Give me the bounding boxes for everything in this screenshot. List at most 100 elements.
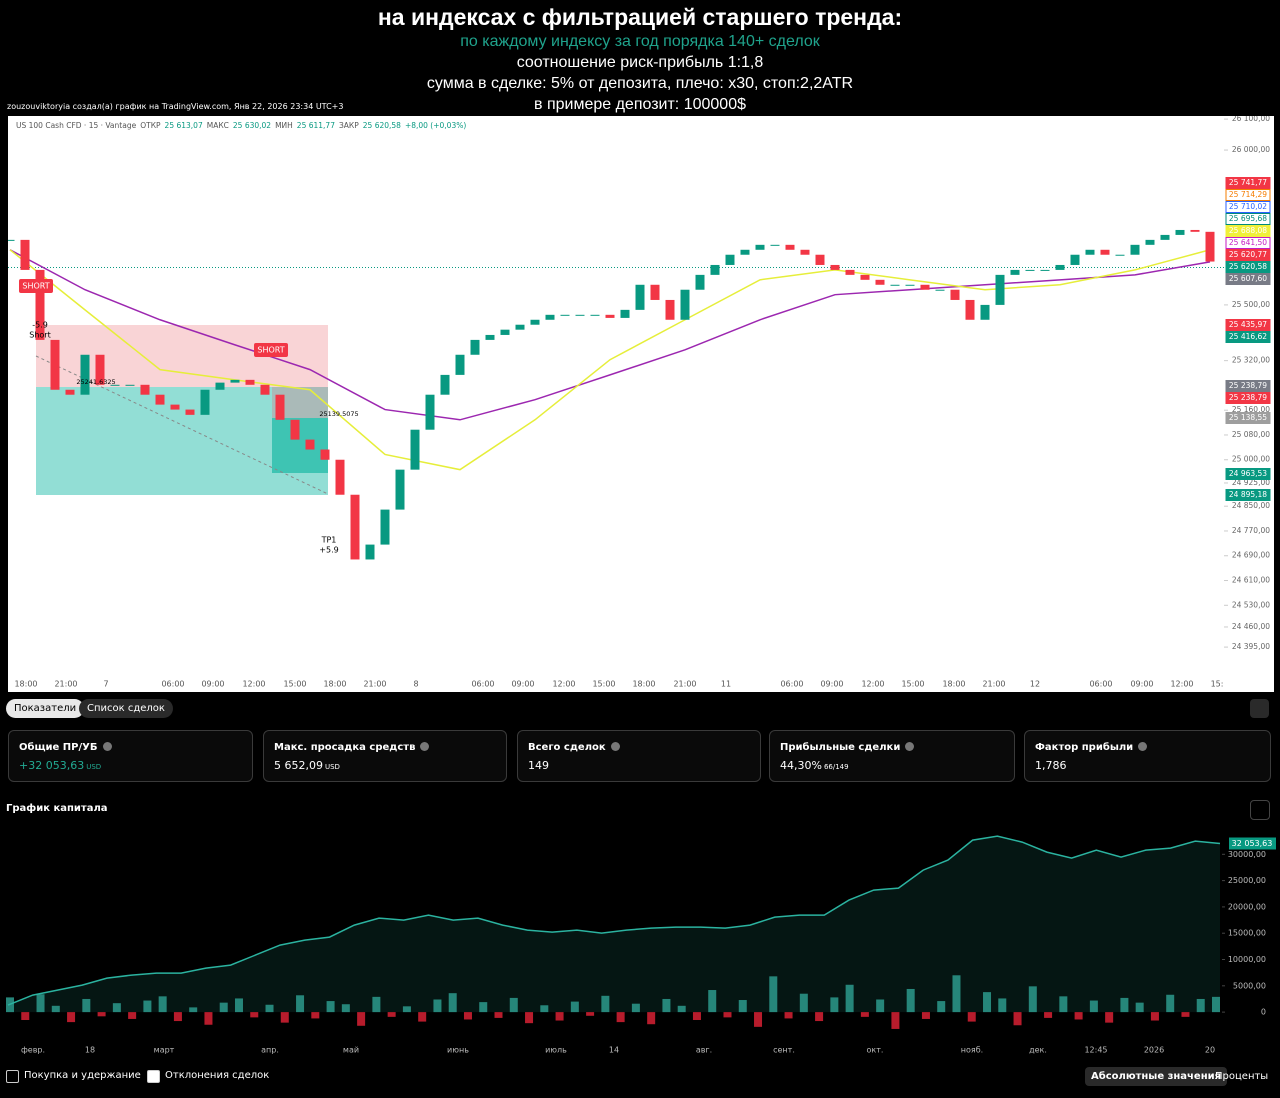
candle [890, 284, 900, 286]
annotation: +5.9 [319, 546, 338, 555]
candle [80, 354, 90, 395]
y-tick-label: 24 395,00 [1232, 642, 1270, 651]
legend: US 100 Cash CFD · 15 · Vantage ОТКР 25 613… [16, 121, 466, 130]
candle [920, 284, 930, 290]
price-tag-label: 24 895,18 [1229, 490, 1267, 499]
trade-bar [540, 1005, 549, 1013]
x-tick-label: 18 [85, 1046, 95, 1055]
x-tick-label: 09:00 [201, 680, 224, 689]
tab[interactable]: Список сделок [79, 699, 173, 718]
card-value-text: 5 652,09 [274, 759, 323, 772]
card-value-text: 1,786 [1035, 759, 1067, 772]
trade-bar [1181, 1012, 1190, 1017]
y-tick-label: 25 000,00 [1232, 455, 1270, 464]
candle [1040, 269, 1050, 271]
card-title-text: Всего сделок [528, 742, 606, 753]
candle [155, 394, 165, 405]
checkbox[interactable] [6, 1070, 19, 1083]
price-tag-label: 25 714,29 [1229, 190, 1267, 199]
trade-bar [616, 1012, 625, 1023]
card-value-text: 44,30% [780, 759, 822, 772]
expand-icon[interactable] [1250, 800, 1270, 820]
menu-icon[interactable] [1250, 699, 1269, 718]
price-tag [1225, 319, 1271, 331]
card-value: 149 [528, 759, 549, 772]
candle [125, 384, 135, 386]
trade-bar [601, 995, 610, 1013]
annotation: Short [29, 331, 50, 340]
x-tick-label: 15: [1211, 680, 1224, 689]
trade-bar [1120, 997, 1129, 1013]
trade-bar [631, 1003, 640, 1013]
x-tick-label: 12:45 [1084, 1046, 1107, 1055]
candle [1085, 249, 1095, 255]
x-tick-label: 18:00 [632, 680, 655, 689]
tab[interactable]: Показатели [6, 699, 85, 718]
trade-bar [1196, 998, 1205, 1013]
x-tick-label: 12:00 [242, 680, 265, 689]
y-tick-label: 26 000,00 [1232, 145, 1270, 154]
candle [395, 469, 405, 510]
x-tick-label: 21:00 [54, 680, 77, 689]
candle [1025, 269, 1035, 271]
card-value: +32 053,63 USD [19, 759, 101, 772]
trade-bar [891, 1012, 900, 1029]
price-tag-label: 25 710,02 [1229, 202, 1267, 211]
info-icon [905, 742, 915, 751]
checkbox-checked[interactable] [147, 1070, 160, 1083]
candle [200, 389, 210, 415]
card-title: Фактор прибыли [1035, 742, 1148, 753]
trade-bar [296, 995, 305, 1013]
price-tag [1225, 225, 1271, 237]
trade-bar [250, 1012, 259, 1018]
trade-bar [173, 1012, 182, 1022]
candle [530, 319, 540, 325]
trade-bar [1135, 1002, 1144, 1013]
last-value-label: 32 053,63 [1232, 839, 1273, 848]
trade-bar [586, 1012, 595, 1016]
trade-bar [708, 990, 717, 1013]
price-tag-label: 25 238,79 [1229, 393, 1267, 402]
candle [470, 339, 480, 355]
button[interactable]: Проценты [1215, 1071, 1269, 1082]
price-tag [1225, 213, 1271, 225]
x-tick-label: 11 [721, 680, 731, 689]
trade-bar [952, 975, 961, 1013]
price-tag-label: 25 620,58 [1229, 262, 1267, 271]
card-value-text: 149 [528, 759, 549, 772]
moving-average [9, 249, 1211, 471]
x-tick-label: 09:00 [511, 680, 534, 689]
price-tag-label: 25 238,79 [1229, 381, 1267, 390]
candle [170, 404, 180, 410]
y-tick-label: 25 080,00 [1232, 430, 1270, 439]
candle [35, 269, 45, 340]
card-title: Всего сделок [528, 742, 620, 753]
x-tick-label: 06:00 [471, 680, 494, 689]
price-tag [1225, 468, 1271, 480]
candle [785, 244, 795, 250]
trade-bar [1212, 996, 1220, 1013]
candle [350, 494, 360, 560]
field-value: 25 613,07 [165, 121, 203, 130]
candle [665, 299, 675, 320]
y-tick-label: 24 610,00 [1232, 576, 1270, 585]
annotation: TP1 [321, 536, 337, 545]
card-title-text: Прибыльные сделки [780, 742, 901, 753]
candle [50, 339, 60, 390]
x-tick-label: 12 [1030, 680, 1040, 689]
field-name: ЗАКР [339, 121, 359, 130]
trade-bar [448, 993, 457, 1013]
trade-bar [983, 992, 992, 1013]
trade-bar [67, 1012, 76, 1023]
subtitle: по каждому индексу за год порядка 140+ с… [460, 33, 820, 50]
button[interactable]: Абсолютные значения [1085, 1067, 1228, 1086]
x-tick-label: 12:00 [552, 680, 575, 689]
x-tick-label: 20 [1205, 1046, 1215, 1055]
x-tick-label: 21:00 [363, 680, 386, 689]
equity-line [7, 835, 1221, 1006]
candle [965, 299, 975, 320]
card-title: Общие ПР/УБ [19, 742, 112, 753]
annotation: SHORT [22, 282, 49, 291]
y-tick-label: 25 500,00 [1232, 300, 1270, 309]
